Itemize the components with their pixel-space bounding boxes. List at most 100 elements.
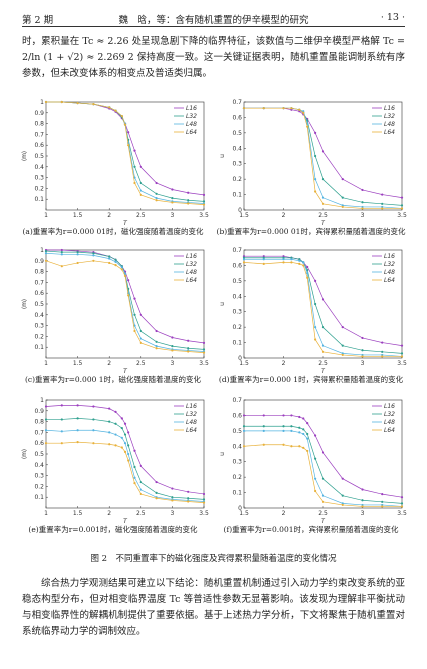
legend-label: L32: [186, 411, 197, 418]
data-point: [262, 429, 265, 432]
legend-label: L16: [384, 105, 395, 112]
plot-frame: [243, 399, 403, 509]
data-point: [139, 464, 142, 467]
data-point: [127, 131, 130, 134]
data-point: [60, 265, 63, 268]
data-point: [155, 197, 158, 200]
y-tick-label: 0.1: [232, 340, 242, 347]
legend-label: L16: [384, 403, 395, 410]
series-line: [244, 107, 403, 206]
y-tick-label: 0.6: [232, 412, 242, 419]
data-point: [187, 347, 190, 350]
data-point: [139, 329, 142, 333]
data-point: [290, 258, 293, 261]
x-tick-label: 1.5: [73, 510, 83, 517]
data-point: [76, 417, 79, 420]
x-axis-label: T: [321, 220, 326, 226]
data-point: [114, 410, 117, 413]
data-point: [341, 344, 344, 347]
legend-label: L32: [384, 261, 395, 268]
data-point: [262, 443, 265, 446]
series-line: [46, 101, 205, 204]
data-point: [133, 149, 136, 152]
data-point: [361, 336, 364, 340]
data-point: [155, 345, 158, 348]
data-point: [76, 253, 79, 256]
data-point: [306, 276, 309, 279]
subfigure-caption: (b)重置率为r=0.000 01时，宾得累积量随着温度的变化: [216, 227, 406, 236]
data-point: [361, 355, 364, 358]
data-point: [400, 344, 404, 347]
series-line: [243, 261, 402, 357]
x-tick-label: 2: [282, 212, 286, 219]
y-tick-label: 0.6: [34, 440, 44, 447]
data-point: [139, 488, 142, 491]
data-point: [314, 477, 317, 480]
data-point: [282, 443, 285, 446]
data-point: [44, 252, 48, 255]
data-point: [361, 188, 364, 192]
x-axis-label: T: [321, 368, 326, 374]
data-point: [400, 204, 404, 207]
data-point: [155, 199, 158, 202]
data-point: [321, 350, 325, 353]
data-point: [187, 350, 190, 353]
data-point: [120, 268, 123, 271]
data-point: [381, 500, 384, 503]
x-tick-label: 2: [282, 510, 286, 517]
data-point: [44, 429, 48, 432]
data-point: [321, 500, 325, 503]
y-tick-label: 0.6: [232, 114, 242, 121]
data-point: [400, 496, 404, 499]
data-point: [133, 482, 136, 485]
data-point: [290, 445, 293, 448]
series-line: [45, 429, 205, 502]
data-point: [139, 337, 142, 340]
data-point: [306, 422, 309, 425]
data-point: [171, 336, 174, 339]
y-axis-label: ⟨m⟩: [21, 151, 28, 162]
y-tick-label: 0.7: [232, 247, 242, 254]
data-point: [321, 202, 325, 205]
x-tick-label: 1: [44, 510, 48, 517]
data-point: [341, 178, 344, 181]
y-tick-label: 0.6: [232, 262, 242, 269]
series-line: [46, 101, 205, 202]
data-point: [202, 341, 206, 344]
figure-caption: 图 2 不同重置率下的磁化强度及宾得累积量随着温度的变化情况: [90, 554, 337, 564]
data-point: [133, 465, 136, 469]
data-point: [187, 497, 190, 500]
data-point: [139, 193, 142, 196]
data-point: [321, 344, 325, 347]
x-tick-label: 3.5: [397, 212, 407, 219]
data-point: [314, 434, 317, 437]
data-point: [282, 425, 285, 428]
data-point: [302, 110, 305, 113]
y-tick-label: 0.2: [34, 483, 44, 490]
data-point: [242, 258, 246, 261]
data-point: [361, 505, 364, 508]
x-tick-label: 2.5: [318, 212, 328, 219]
data-point: [155, 192, 158, 195]
y-tick-label: 0.5: [232, 278, 242, 285]
data-point: [60, 430, 63, 433]
x-tick-label: 3: [361, 212, 365, 219]
data-point: [123, 123, 127, 126]
data-point: [114, 109, 117, 112]
data-point: [60, 418, 63, 421]
legend-label: L32: [384, 411, 395, 418]
data-point: [290, 107, 293, 110]
data-point: [92, 259, 95, 262]
data-point: [171, 496, 174, 499]
data-point: [171, 349, 174, 352]
x-tick-label: 3.5: [397, 510, 407, 517]
paragraph: 综合热力学观测结果可建立以下结论：随机重置机制通过引入动力学约束改变系统的亚稳态…: [22, 578, 405, 637]
data-point: [133, 329, 136, 333]
y-tick-label: 0.1: [34, 344, 44, 351]
data-point: [361, 349, 364, 352]
legend-label: L64: [186, 277, 197, 284]
y-tick-label: 0.3: [232, 161, 242, 168]
data-point: [114, 444, 117, 447]
y-tick-label: 0.4: [34, 462, 44, 469]
plot-frame: [45, 249, 205, 359]
